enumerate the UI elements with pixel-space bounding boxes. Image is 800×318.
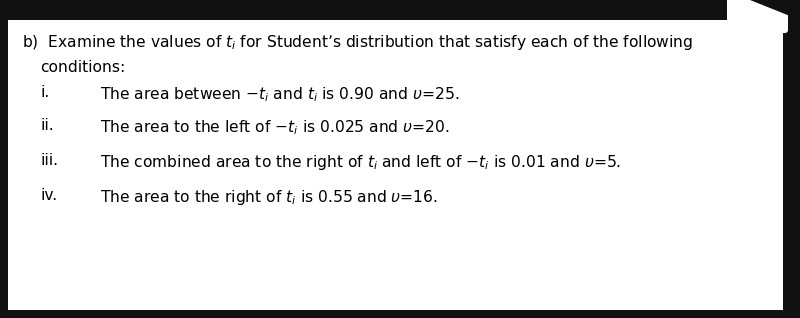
Bar <box>0 0 800 20</box>
Text: The combined area to the right of $t_i$ and left of $-t_i$ is 0.01 and $\upsilon: The combined area to the right of $t_i$ … <box>100 153 621 172</box>
Text: i.: i. <box>40 85 50 100</box>
Text: iv.: iv. <box>40 188 57 203</box>
Text: conditions:: conditions: <box>40 60 126 75</box>
Text: iii.: iii. <box>40 153 58 168</box>
Text: ii.: ii. <box>40 118 54 133</box>
Text: The area between $-t_i$ and $t_i$ is 0.90 and $\upsilon$=25.: The area between $-t_i$ and $t_i$ is 0.9… <box>100 85 459 104</box>
Text: The area to the right of $t_i$ is 0.55 and $\upsilon$=16.: The area to the right of $t_i$ is 0.55 a… <box>100 188 438 207</box>
Text: b)  Examine the values of $t_i$ for Student’s distribution that satisfy each of : b) Examine the values of $t_i$ for Stude… <box>22 33 694 52</box>
Polygon shape <box>750 0 800 20</box>
Text: The area to the left of $-t_i$ is 0.025 and $\upsilon$=20.: The area to the left of $-t_i$ is 0.025 … <box>100 118 450 137</box>
FancyBboxPatch shape <box>727 0 788 33</box>
